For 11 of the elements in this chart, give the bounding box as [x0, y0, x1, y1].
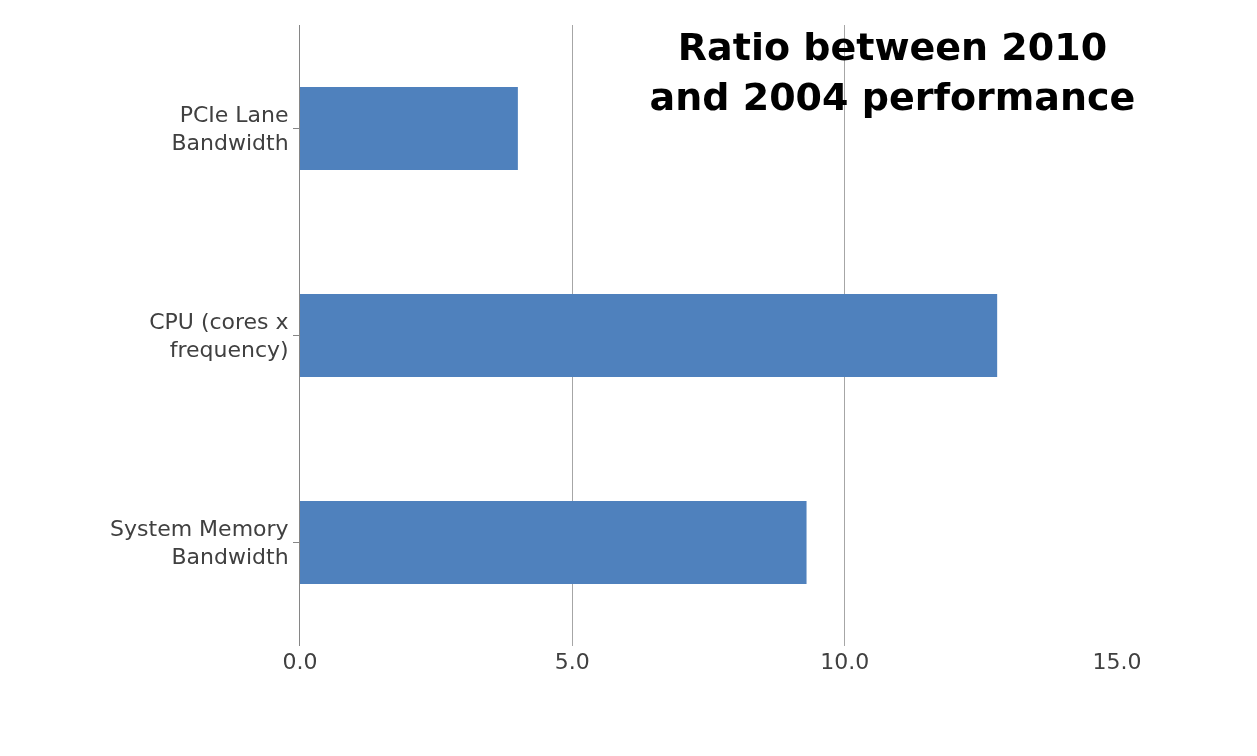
x-tick-label: 5.0	[554, 649, 590, 674]
x-tick-label: 10.0	[820, 649, 870, 674]
bar	[300, 87, 518, 170]
y-tick-label: CPU (cores x frequency)	[149, 308, 289, 363]
x-tick-label: 15.0	[1092, 649, 1142, 674]
y-tick-label: PCIe Lane Bandwidth	[171, 101, 289, 156]
x-tick-label: 0.0	[282, 649, 318, 674]
bar	[300, 501, 807, 584]
y-tick-label: System Memory Bandwidth	[110, 515, 289, 570]
text: Ratio between 2010 and 2004 performance	[649, 25, 1136, 119]
bar	[300, 294, 998, 377]
